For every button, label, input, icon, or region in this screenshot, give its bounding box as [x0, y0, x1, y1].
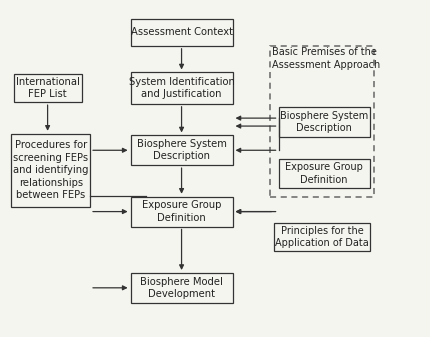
Text: Procedures for
screening FEPs
and identifying
relationships
between FEPs: Procedures for screening FEPs and identi…	[13, 140, 88, 200]
Text: Exposure Group
Definition: Exposure Group Definition	[285, 162, 362, 185]
Bar	[130, 19, 232, 46]
Text: Principles for the
Application of Data: Principles for the Application of Data	[275, 226, 368, 248]
Bar	[273, 223, 369, 251]
Bar	[278, 107, 369, 137]
Bar	[130, 135, 232, 165]
Bar	[130, 72, 232, 104]
Text: Basic Premises of the
Assessment Approach: Basic Premises of the Assessment Approac…	[271, 47, 379, 70]
Bar	[14, 74, 81, 102]
Text: Biosphere Model
Development: Biosphere Model Development	[140, 277, 222, 299]
Text: International
FEP List: International FEP List	[15, 77, 80, 99]
Text: Biosphere System
Description: Biosphere System Description	[280, 111, 368, 133]
Bar	[130, 197, 232, 226]
Text: Assessment Context: Assessment Context	[130, 27, 232, 37]
Text: Exposure Group
Definition: Exposure Group Definition	[141, 201, 221, 223]
Bar	[12, 134, 90, 207]
Text: System Identification
and Justification: System Identification and Justification	[128, 77, 234, 99]
Bar	[269, 46, 373, 197]
Text: Biosphere System
Description: Biosphere System Description	[136, 139, 226, 161]
Bar	[278, 158, 369, 188]
Bar	[130, 273, 232, 303]
